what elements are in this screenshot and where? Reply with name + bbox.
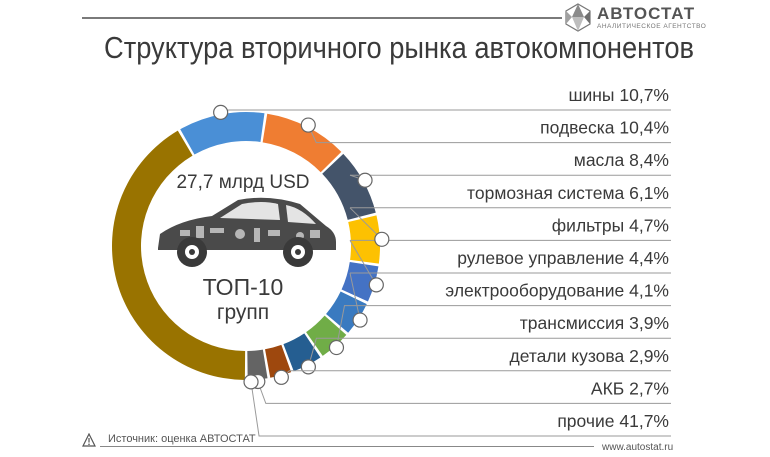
label-прочие: прочие 41,7% (557, 411, 669, 431)
label-масла: масла 8,4% (574, 150, 669, 170)
footer-rule (100, 446, 594, 447)
marker-трансмиссия (300, 359, 316, 375)
leader-шины (220, 109, 350, 113)
marker-тормозная-система (374, 231, 390, 247)
site-url: www.autostat.ru (602, 442, 674, 453)
logo-mark-icon (565, 3, 591, 32)
leader-детали-кузова (281, 370, 350, 378)
slice-шины (180, 112, 265, 155)
marker-электрооборудование (328, 339, 345, 356)
slice-фильтры (341, 261, 379, 302)
marker-детали-кузова (273, 369, 289, 385)
label-тормозная-система: тормозная система 6,1% (467, 183, 669, 203)
source-note: Источник: оценка АВТОСТАТ (108, 433, 256, 445)
slice-детали-кузова (265, 344, 292, 378)
leader-рулевое-управление (349, 272, 361, 321)
slice-масла (322, 153, 376, 220)
leader-акб (257, 381, 350, 404)
slice-подвеска (262, 113, 342, 173)
logo-subtitle: АНАЛИТИЧЕСКОЕ АГЕНТСТВО (597, 23, 707, 30)
leader-прочие (250, 381, 350, 437)
warning-triangle-icon (82, 433, 96, 447)
label-детали-кузова: детали кузова 2,9% (509, 346, 669, 366)
label-электрооборудование: электрооборудование 4,1% (445, 281, 669, 301)
label-подвеска: подвеска 10,4% (540, 118, 669, 138)
label-фильтры: фильтры 4,7% (552, 215, 669, 235)
leader-фильтры (349, 240, 377, 286)
label-акб: АКБ 2,7% (591, 378, 669, 398)
slice-прочие (111, 130, 246, 380)
leader-трансмиссия (307, 337, 350, 367)
marker-рулевое-управление (352, 312, 368, 328)
label-трансмиссия: трансмиссия 3,9% (520, 313, 669, 333)
car-parts-icon (158, 197, 336, 267)
marker-масла (357, 172, 373, 188)
label-рулевое-управление: рулевое управление 4,4% (457, 248, 669, 268)
slice-акб (247, 349, 268, 380)
marker-подвеска (300, 117, 316, 133)
top-label: ТОП-10 (202, 274, 284, 300)
autostat-logo: АВТОСТАТ АНАЛИТИЧЕСКОЕ АГЕНТСТВО (563, 2, 763, 32)
groups-label: групп (216, 301, 270, 324)
marker-прочие (243, 374, 259, 390)
total-market-size: 27,7 млрд USD (176, 172, 310, 193)
marker-фильтры (368, 277, 384, 293)
label-шины: шины 10,7% (568, 85, 669, 105)
leader-электрооборудование (335, 305, 350, 348)
header-rule (82, 17, 562, 19)
slice-электрооборудование (306, 315, 347, 356)
logo-name: АВТОСТАТ (597, 4, 696, 23)
marker-шины (213, 104, 229, 120)
chart-title: Структура вторичного рынка автокомпонент… (104, 30, 695, 65)
